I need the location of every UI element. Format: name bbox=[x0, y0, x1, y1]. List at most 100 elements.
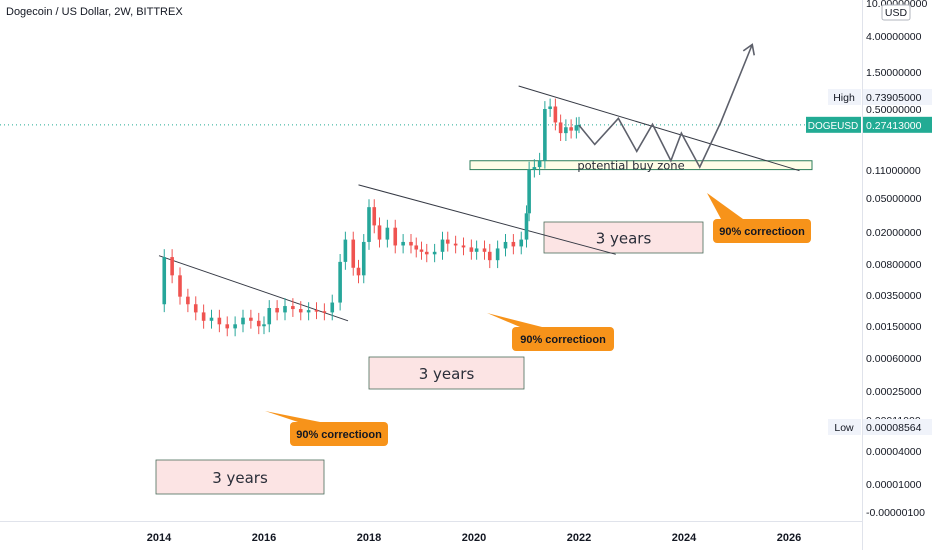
currency-badge[interactable] bbox=[881, 4, 911, 21]
trendline[interactable] bbox=[358, 184, 616, 255]
y-tick-label: 4.00000000 bbox=[866, 31, 922, 43]
candle-body[interactable] bbox=[201, 312, 206, 321]
projection-line bbox=[578, 44, 753, 169]
candle-body[interactable] bbox=[532, 167, 537, 170]
candle-body[interactable] bbox=[209, 317, 214, 321]
x-tick-label: 2026 bbox=[777, 532, 801, 544]
candle-body[interactable] bbox=[469, 247, 474, 252]
candle-body[interactable] bbox=[217, 317, 222, 325]
y-tick-label: 0.50000000 bbox=[866, 104, 922, 116]
candle-body[interactable] bbox=[170, 257, 174, 276]
candle-body[interactable] bbox=[241, 317, 245, 325]
low-badge bbox=[828, 419, 861, 435]
candle-body[interactable] bbox=[275, 308, 279, 313]
candle-body[interactable] bbox=[574, 125, 579, 131]
candle-body[interactable] bbox=[249, 317, 253, 321]
candle-body[interactable] bbox=[385, 227, 390, 240]
candle-body[interactable] bbox=[178, 275, 182, 297]
candle-body[interactable] bbox=[256, 320, 261, 327]
candle-body[interactable] bbox=[527, 169, 531, 214]
candle-body[interactable] bbox=[186, 296, 190, 305]
x-axis[interactable]: 2014 2016 2018 2020 2022 2024 2026 bbox=[147, 532, 801, 544]
candle-body[interactable] bbox=[503, 241, 508, 249]
cycle-label: 3 years bbox=[212, 469, 268, 487]
candle-body[interactable] bbox=[409, 241, 413, 246]
candle-body[interactable] bbox=[558, 122, 563, 134]
candle-body[interactable] bbox=[445, 239, 450, 244]
candle-body[interactable] bbox=[338, 261, 342, 303]
candle-body[interactable] bbox=[283, 306, 287, 313]
candle-body[interactable] bbox=[524, 213, 529, 240]
candles[interactable] bbox=[162, 98, 581, 337]
candle-body[interactable] bbox=[356, 267, 361, 276]
candle-body[interactable] bbox=[298, 309, 303, 313]
candle-body[interactable] bbox=[193, 304, 198, 313]
candle-body[interactable] bbox=[401, 241, 405, 246]
candle-body[interactable] bbox=[322, 311, 327, 313]
y-tick-label: 0.00060000 bbox=[866, 353, 922, 365]
current-symbol-badge bbox=[806, 116, 861, 133]
buy-zone: potential buy zone bbox=[469, 159, 813, 173]
candle-body[interactable] bbox=[440, 239, 445, 252]
x-tick-label: 2024 bbox=[672, 532, 697, 544]
candle-body[interactable] bbox=[487, 251, 492, 261]
candle-body[interactable] bbox=[543, 109, 547, 161]
candle-body[interactable] bbox=[519, 239, 524, 247]
candle-body[interactable] bbox=[330, 302, 335, 313]
trendline[interactable] bbox=[518, 85, 800, 172]
projection-arrowhead bbox=[742, 43, 756, 56]
candle-body[interactable] bbox=[553, 106, 558, 123]
candle-body[interactable] bbox=[361, 241, 366, 276]
low-value: 0.00008564 bbox=[866, 422, 922, 434]
candle-body[interactable] bbox=[372, 207, 377, 226]
candle-body[interactable] bbox=[482, 248, 487, 252]
candle-body[interactable] bbox=[419, 249, 424, 252]
candle-body[interactable] bbox=[424, 251, 429, 255]
callout-label: 90% correctioon bbox=[520, 334, 606, 346]
candle-body[interactable] bbox=[393, 227, 398, 246]
candle-body[interactable] bbox=[262, 324, 266, 327]
cycle-box bbox=[543, 221, 704, 254]
low-value-badge bbox=[863, 419, 932, 435]
candle-body[interactable] bbox=[511, 241, 516, 247]
correction-callouts: 90% correctioon 90% correctioon 90% correc… bbox=[265, 193, 811, 446]
candle-body[interactable] bbox=[306, 310, 311, 313]
y-tick-label: 0.00150000 bbox=[866, 321, 922, 333]
y-tick-label: 0.02000000 bbox=[866, 227, 922, 239]
candle-body[interactable] bbox=[291, 306, 295, 310]
x-tick-label: 2020 bbox=[462, 532, 486, 544]
candle-body[interactable] bbox=[162, 257, 167, 305]
candle-body[interactable] bbox=[474, 248, 479, 252]
cycle-label: 3 years bbox=[596, 230, 652, 248]
callout-pointer bbox=[707, 193, 743, 219]
chart-title: Dogecoin / US Dollar, 2W, BITTREX bbox=[6, 6, 183, 18]
candle-body[interactable] bbox=[351, 239, 356, 268]
y-tick-label: 0.00025000 bbox=[866, 386, 922, 398]
candle-body[interactable] bbox=[377, 225, 382, 240]
candle-body[interactable] bbox=[367, 207, 371, 242]
candle-body[interactable] bbox=[548, 106, 552, 109]
candle-body[interactable] bbox=[537, 160, 542, 168]
candle-body[interactable] bbox=[432, 251, 437, 255]
candle-body[interactable] bbox=[343, 239, 348, 262]
x-tick-label: 2022 bbox=[567, 532, 591, 544]
candle-body[interactable] bbox=[495, 248, 500, 261]
cycle-box bbox=[155, 459, 325, 495]
trendline[interactable] bbox=[158, 255, 349, 322]
candle-body[interactable] bbox=[569, 127, 573, 131]
y-axis[interactable]: 10.000000004.000000001.500000000.5000000… bbox=[866, 0, 927, 519]
cycle-label: 3 years bbox=[419, 365, 475, 383]
candle-body[interactable] bbox=[233, 324, 237, 329]
candle-body[interactable] bbox=[267, 308, 272, 325]
candle-body[interactable] bbox=[453, 243, 458, 246]
candle-body[interactable] bbox=[461, 245, 466, 248]
currency-label: USD bbox=[885, 7, 908, 19]
candle-body[interactable] bbox=[314, 310, 319, 312]
cycle-boxes: 3 years 3 years 3 years bbox=[155, 221, 704, 495]
price-labels: High 0.73905000 Low 0.00008564 DOGEUSD 0.2741… bbox=[806, 89, 932, 435]
candle-body[interactable] bbox=[225, 324, 230, 329]
candle-body[interactable] bbox=[414, 245, 419, 250]
candle-body[interactable] bbox=[564, 127, 568, 134]
current-symbol: DOGEUSD bbox=[808, 121, 859, 132]
